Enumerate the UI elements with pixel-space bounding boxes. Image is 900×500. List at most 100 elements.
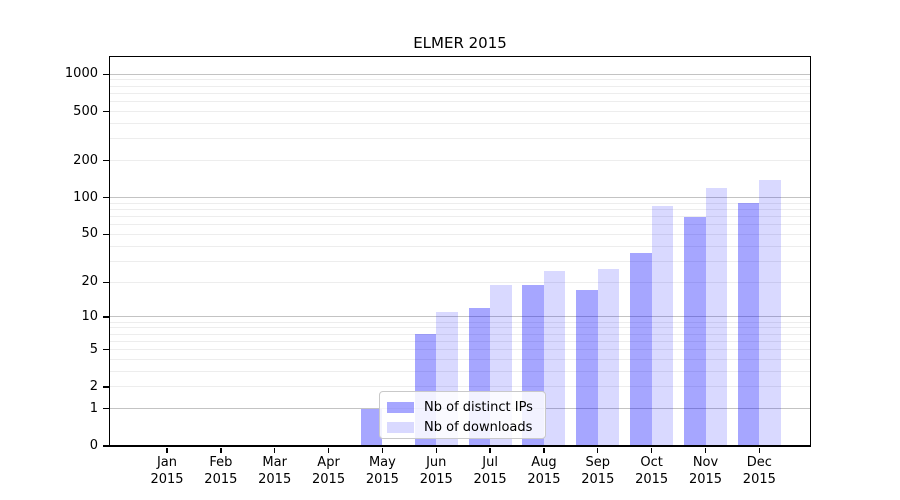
x-axis-tick-label: Nov 2015 — [678, 455, 734, 488]
gridline-minor — [110, 260, 810, 262]
gridline-major — [110, 197, 810, 199]
x-tick-year: 2015 — [581, 471, 615, 487]
x-axis-tick-label: Dec 2015 — [731, 455, 787, 488]
gridline-minor — [110, 349, 810, 351]
x-axis-tick-label: Feb 2015 — [193, 455, 249, 488]
x-tick-month: Dec — [746, 455, 772, 470]
bar-downloads-nov — [705, 187, 727, 446]
x-tick-month: Mar — [262, 455, 287, 470]
x-axis-tick-label: Oct 2015 — [624, 455, 680, 488]
legend-item-downloads: Nb of downloads — [387, 419, 537, 436]
gridline-minor — [110, 386, 810, 388]
gridline-minor — [110, 216, 810, 218]
gridline-minor — [110, 79, 810, 81]
gridline-minor — [110, 202, 810, 204]
y-axis-tick-label: 0 — [89, 438, 98, 453]
legend-label-distinct-ips: Nb of distinct IPs — [424, 399, 533, 415]
y-axis-tick — [103, 159, 109, 162]
gridline-minor — [110, 101, 810, 103]
bar-downloads-oct — [651, 206, 674, 446]
x-axis-tick — [381, 448, 384, 453]
x-axis-tick-label: May 2015 — [354, 455, 410, 488]
x-tick-year: 2015 — [527, 471, 561, 487]
y-axis-tick-label: 1000 — [64, 66, 98, 82]
y-axis-tick-label: 10 — [81, 308, 98, 324]
y-axis-tick — [103, 386, 109, 388]
gridline-minor — [110, 224, 810, 226]
x-tick-month: Jun — [426, 455, 447, 470]
x-axis-tick — [597, 448, 599, 453]
y-axis-tick-label: 200 — [73, 152, 98, 168]
x-axis-tick — [220, 448, 222, 453]
x-tick-year: 2015 — [150, 471, 184, 487]
bar-downloads-dec — [759, 179, 781, 446]
bar-distinct-ips-sep — [576, 290, 598, 446]
x-tick-month: Feb — [209, 455, 233, 470]
x-tick-year: 2015 — [312, 471, 346, 487]
gridline-minor — [110, 333, 810, 335]
legend-label-downloads: Nb of downloads — [424, 419, 533, 435]
bar-downloads-aug — [543, 270, 566, 446]
y-axis-tick-label: 50 — [81, 226, 98, 242]
y-axis-tick-label: 100 — [73, 189, 98, 205]
y-axis-tick — [103, 73, 109, 75]
x-axis-tick-label: Jun 2015 — [408, 455, 464, 488]
y-axis-tick-label: 5 — [89, 341, 98, 357]
bar-distinct-ips-dec — [737, 203, 760, 446]
gridline-minor — [110, 85, 810, 87]
gridline-major — [110, 316, 810, 318]
gridline-minor — [110, 281, 810, 283]
gridline-minor — [110, 340, 810, 342]
y-axis-tick-label: 500 — [73, 103, 98, 119]
bar-downloads-sep — [597, 268, 620, 446]
x-tick-month: Aug — [531, 455, 557, 470]
x-tick-month: Jan — [156, 455, 178, 470]
y-axis-tick — [103, 233, 109, 236]
x-tick-month: Apr — [317, 455, 340, 470]
x-tick-year: 2015 — [204, 471, 238, 487]
gridline-minor — [110, 327, 810, 329]
x-axis-tick-label: Apr 2015 — [301, 455, 357, 488]
x-tick-year: 2015 — [419, 471, 453, 487]
x-tick-year: 2015 — [688, 471, 723, 487]
y-axis-tick — [103, 110, 109, 113]
x-tick-year: 2015 — [742, 471, 776, 487]
x-axis-tick-label: Jan 2015 — [139, 455, 195, 488]
y-axis-tick-label: 1 — [89, 400, 98, 416]
gridline-minor — [110, 370, 810, 372]
x-axis-tick — [489, 448, 491, 453]
chart-title: ELMER 2015 — [413, 34, 507, 52]
gridline-minor — [110, 92, 810, 94]
x-axis-tick-label: Jul 2015 — [462, 455, 518, 488]
y-axis-tick — [103, 197, 109, 199]
legend-swatch-downloads-icon — [387, 422, 414, 433]
x-axis-tick — [650, 448, 653, 453]
x-axis-tick-label: Sep 2015 — [570, 455, 626, 488]
bar-distinct-ips-may — [360, 408, 383, 446]
x-tick-month: Nov — [692, 455, 719, 470]
legend-swatch-distinct-ips-icon — [387, 402, 414, 413]
x-axis-tick — [704, 448, 707, 453]
gridline-minor — [110, 245, 810, 247]
x-tick-month: Sep — [585, 455, 611, 470]
gridline-minor — [110, 123, 810, 125]
gridline-minor — [110, 160, 810, 162]
bar-distinct-ips-oct — [630, 253, 652, 446]
x-axis-tick — [327, 448, 330, 453]
y-axis-tick-label: 2 — [89, 378, 98, 394]
y-axis-tick — [103, 316, 109, 318]
x-axis-tick — [435, 448, 437, 453]
x-axis-tick — [166, 448, 168, 453]
y-axis-tick — [103, 281, 109, 283]
x-tick-month: Jul — [482, 455, 498, 470]
x-tick-year: 2015 — [258, 471, 292, 487]
y-axis-tick-label: 20 — [81, 274, 98, 290]
gridline-minor — [110, 358, 810, 360]
gridline-minor — [110, 111, 810, 113]
legend-item-distinct-ips: Nb of distinct IPs — [387, 399, 537, 416]
x-tick-month: May — [368, 455, 396, 470]
legend: Nb of distinct IPs Nb of downloads — [379, 391, 546, 439]
x-tick-year: 2015 — [635, 471, 669, 487]
bar-distinct-ips-nov — [684, 216, 706, 446]
